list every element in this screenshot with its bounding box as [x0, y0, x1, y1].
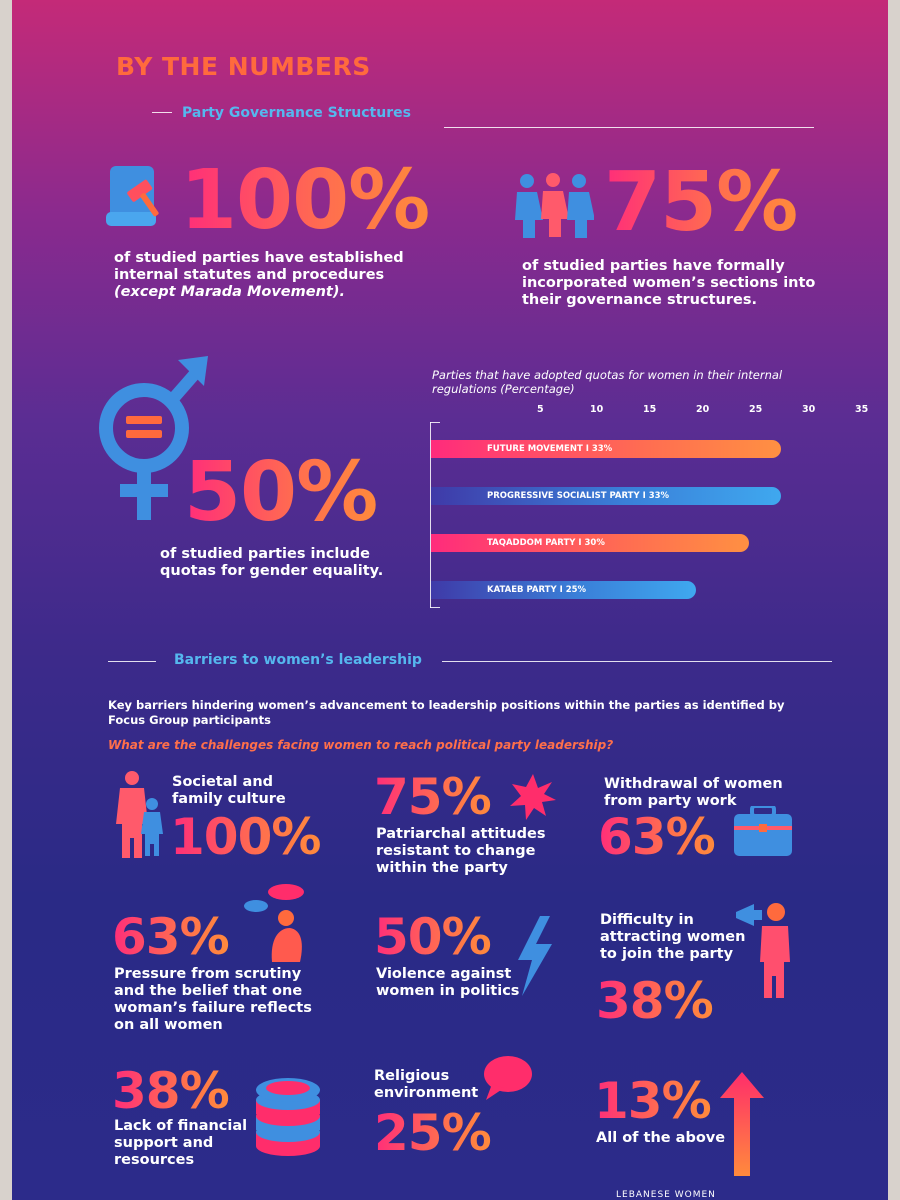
page-title: BY THE NUMBERS — [116, 52, 371, 81]
gender-equality-icon — [99, 356, 208, 520]
quota-bar-chart: 5 10 15 20 25 30 35 FUTURE MOVEMENT I 33% PROGRE… — [426, 404, 868, 608]
barrier-attracting-text: Difficulty in attracting women to join t… — [600, 912, 760, 963]
barrier-scrutiny-line2: and the belief that one — [114, 983, 303, 999]
burst-icon — [510, 774, 556, 820]
chart-bar-label: FUTURE MOVEMENT I 33% — [487, 444, 613, 454]
barriers-question: What are the challenges facing women to … — [108, 738, 614, 752]
chart-axis-line — [430, 422, 431, 608]
chart-axis-cap-top — [430, 422, 440, 423]
stat-womens-sections-line2: incorporated women’s sections into — [522, 275, 816, 291]
barrier-scrutiny-value: 63% — [112, 908, 230, 966]
infographic-poster: BY THE NUMBERS Party Governance Structur… — [12, 0, 888, 1200]
barrier-patriarchal-text: Patriarchal attitudes resistant to chang… — [376, 826, 576, 877]
chart-bar-2: PROGRESSIVE SOCIALIST PARTY I 33% — [431, 487, 781, 505]
stat-womens-sections-value: 75% — [604, 155, 798, 250]
barrier-religious-value: 25% — [374, 1104, 492, 1162]
megaphone-person-icon — [736, 903, 790, 998]
barrier-financial-line2: support and — [114, 1135, 214, 1151]
chart-bar-4: KATAEB PARTY I 25% — [431, 581, 696, 599]
stat-quotas-line1: of studied parties include — [160, 546, 370, 562]
barrier-financial-line1: Lack of financial — [114, 1118, 248, 1134]
stat-womens-sections-line1: of studied parties have formally — [522, 258, 785, 274]
chart-tick-15: 15 — [643, 404, 657, 415]
barrier-violence-line2: women in politics — [376, 983, 520, 999]
stat-womens-sections-line3: their governance structures. — [522, 292, 757, 308]
section2-divider-left — [108, 661, 156, 662]
barrier-financial-line3: resources — [114, 1152, 195, 1168]
chart-bar-3: TAQADDOM PARTY I 30% — [431, 534, 749, 552]
barrier-all-value: 13% — [594, 1072, 712, 1130]
barrier-withdrawal-text: Withdrawal of women from party work — [604, 776, 824, 810]
stat-statutes-line1: of studied parties have established — [114, 250, 404, 266]
chart-tick-5: 5 — [537, 404, 544, 415]
stat-statutes-line2: internal statutes and procedures — [114, 267, 385, 283]
barrier-patriarchal-value: 75% — [374, 768, 492, 826]
barrier-financial-text: Lack of financial support and resources — [114, 1118, 254, 1169]
barrier-culture-value: 100% — [170, 808, 321, 866]
barrier-scrutiny-text: Pressure from scrutiny and the belief th… — [114, 966, 344, 1034]
chart-axis-cap-bottom — [430, 607, 440, 608]
coins-icon — [256, 1078, 320, 1156]
footer-text: LEBANESE WOMEN — [616, 1190, 716, 1200]
barrier-attracting-line2: attracting women — [600, 929, 746, 945]
stat-womens-sections-text: of studied parties have formally incorpo… — [522, 258, 842, 309]
barrier-culture-line1: Societal and — [172, 774, 274, 790]
briefcase-icon — [734, 806, 792, 856]
stat-quotas-value: 50% — [184, 445, 378, 540]
barrier-attracting-line3: to join the party — [600, 946, 734, 962]
chart-title: Parties that have adopted quotas for wom… — [432, 368, 783, 396]
chart-bar-label: KATAEB PARTY I 25% — [487, 585, 587, 595]
section2-divider-right — [442, 661, 832, 662]
barrier-financial-value: 38% — [112, 1062, 230, 1120]
barrier-attracting-line1: Difficulty in — [600, 912, 694, 928]
barrier-withdrawal-line1: Withdrawal of women — [604, 776, 783, 792]
barrier-patriarchal-line3: within the party — [376, 860, 508, 876]
section-title-governance: Party Governance Structures — [182, 105, 411, 121]
barrier-all-text: All of the above — [596, 1130, 726, 1146]
barrier-scrutiny-line4: on all women — [114, 1017, 223, 1033]
section-title-barriers: Barriers to women’s leadership — [174, 652, 422, 668]
chart-tick-35: 35 — [855, 404, 869, 415]
barrier-attracting-value: 38% — [596, 972, 714, 1030]
barrier-scrutiny-line1: Pressure from scrutiny — [114, 966, 302, 982]
stat-quotas-text: of studied parties include quotas for ge… — [160, 546, 450, 580]
chart-tick-10: 10 — [590, 404, 604, 415]
gavel-icon — [106, 166, 159, 226]
barrier-religious-line1: Religious — [374, 1068, 450, 1084]
barrier-withdrawal-value: 63% — [598, 808, 716, 866]
barrier-culture-text: Societal and family culture — [172, 774, 322, 808]
barrier-violence-text: Violence against women in politics — [376, 966, 536, 1000]
chart-bar-1: FUTURE MOVEMENT I 33% — [431, 440, 781, 458]
stat-quotas-line2: quotas for gender equality. — [160, 563, 384, 579]
stat-statutes-line3: (except Marada Movement). — [114, 284, 345, 300]
barrier-violence-value: 50% — [374, 908, 492, 966]
section-divider-right — [444, 127, 814, 128]
barrier-culture-line2: family culture — [172, 791, 286, 807]
barriers-intro: Key barriers hindering women’s advanceme… — [108, 698, 785, 727]
stat-statutes-text: of studied parties have established inte… — [114, 250, 454, 301]
family-icon — [116, 771, 163, 858]
barrier-religious-text: Religious environment — [374, 1068, 494, 1102]
chart-bar-label: PROGRESSIVE SOCIALIST PARTY I 33% — [487, 491, 670, 501]
chart-bar-label: TAQADDOM PARTY I 30% — [487, 538, 605, 548]
chart-tick-30: 30 — [802, 404, 816, 415]
up-arrow-icon — [720, 1072, 764, 1176]
barrier-violence-line1: Violence against — [376, 966, 512, 982]
chart-tick-20: 20 — [696, 404, 710, 415]
thinking-person-icon — [244, 884, 304, 962]
chart-tick-25: 25 — [749, 404, 763, 415]
barrier-religious-line2: environment — [374, 1085, 479, 1101]
barrier-patriarchal-line2: resistant to change — [376, 843, 536, 859]
speech-bubble-icon — [484, 1056, 532, 1100]
barrier-patriarchal-line1: Patriarchal attitudes — [376, 826, 546, 842]
women-group-icon — [515, 173, 594, 238]
stat-statutes-value: 100% — [180, 153, 430, 248]
section-divider-left — [152, 112, 172, 113]
lightning-icon — [518, 916, 552, 996]
barrier-withdrawal-line2: from party work — [604, 793, 737, 809]
barrier-scrutiny-line3: woman’s failure reflects — [114, 1000, 312, 1016]
